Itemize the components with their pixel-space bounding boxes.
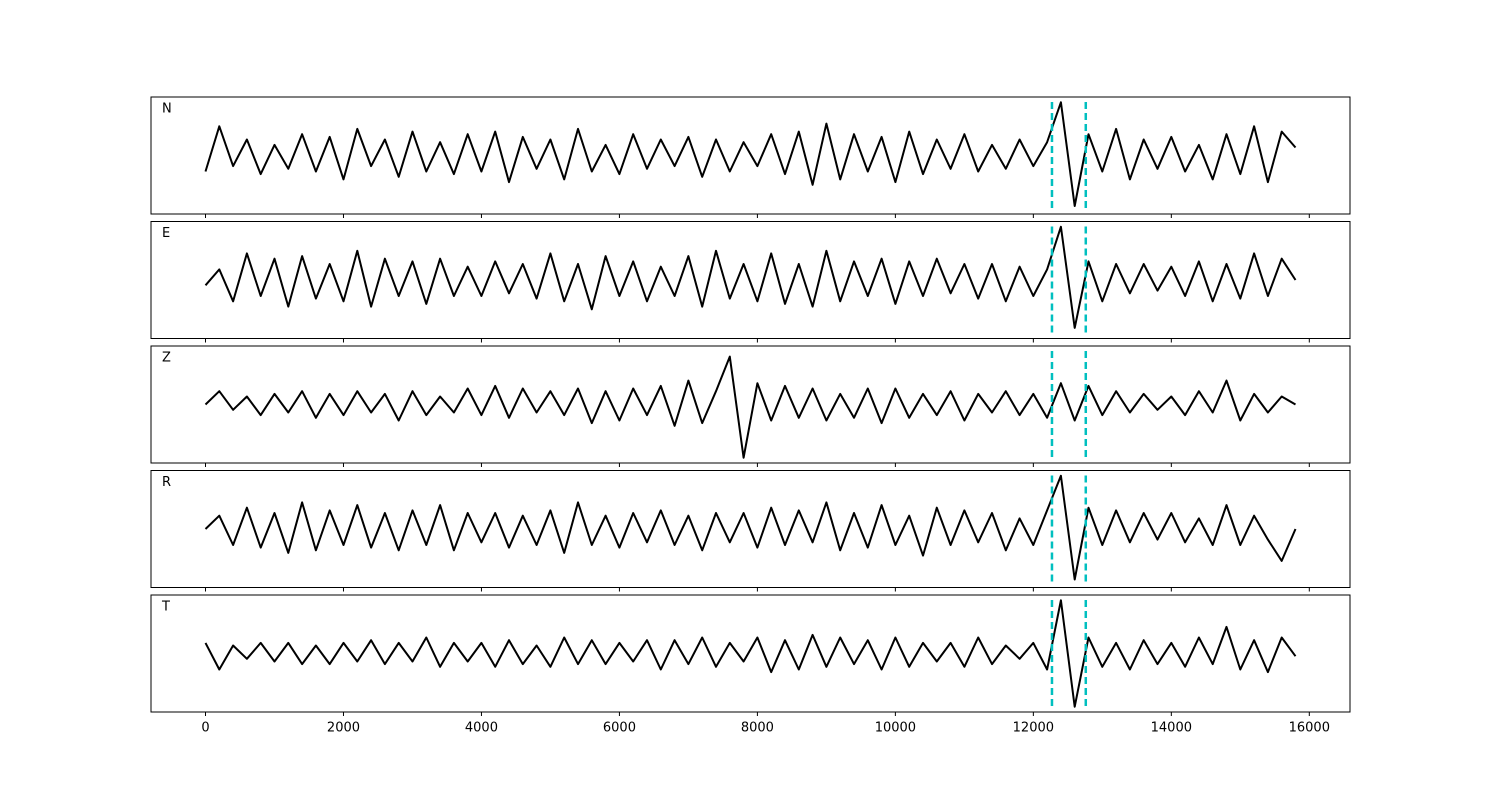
panel-label: E xyxy=(162,226,170,241)
x-tick-label: 6000 xyxy=(603,721,636,736)
waveform xyxy=(204,101,1297,207)
x-tick-label: 10000 xyxy=(875,721,916,736)
x-tick-label: 0 xyxy=(201,721,209,736)
x-tick-label: 4000 xyxy=(465,721,498,736)
panel-label: N xyxy=(162,102,172,117)
panel-frame xyxy=(150,594,1351,713)
panel-label: Z xyxy=(162,351,171,366)
x-tick-label: 12000 xyxy=(1013,721,1054,736)
panel-frame xyxy=(150,470,1351,588)
waveform xyxy=(204,355,1297,459)
waveform xyxy=(204,599,1297,708)
waveform xyxy=(204,225,1297,329)
panel-label: T xyxy=(161,600,170,615)
panel-label: R xyxy=(162,475,171,490)
x-tick-label: 14000 xyxy=(1151,721,1192,736)
panel-frame xyxy=(150,96,1351,215)
waveform xyxy=(204,474,1297,581)
panel-frame xyxy=(150,221,1351,339)
x-tick-label: 2000 xyxy=(327,721,360,736)
x-tick-label: 8000 xyxy=(741,721,774,736)
x-tick-label: 16000 xyxy=(1289,721,1330,736)
panel-frame xyxy=(150,345,1351,464)
